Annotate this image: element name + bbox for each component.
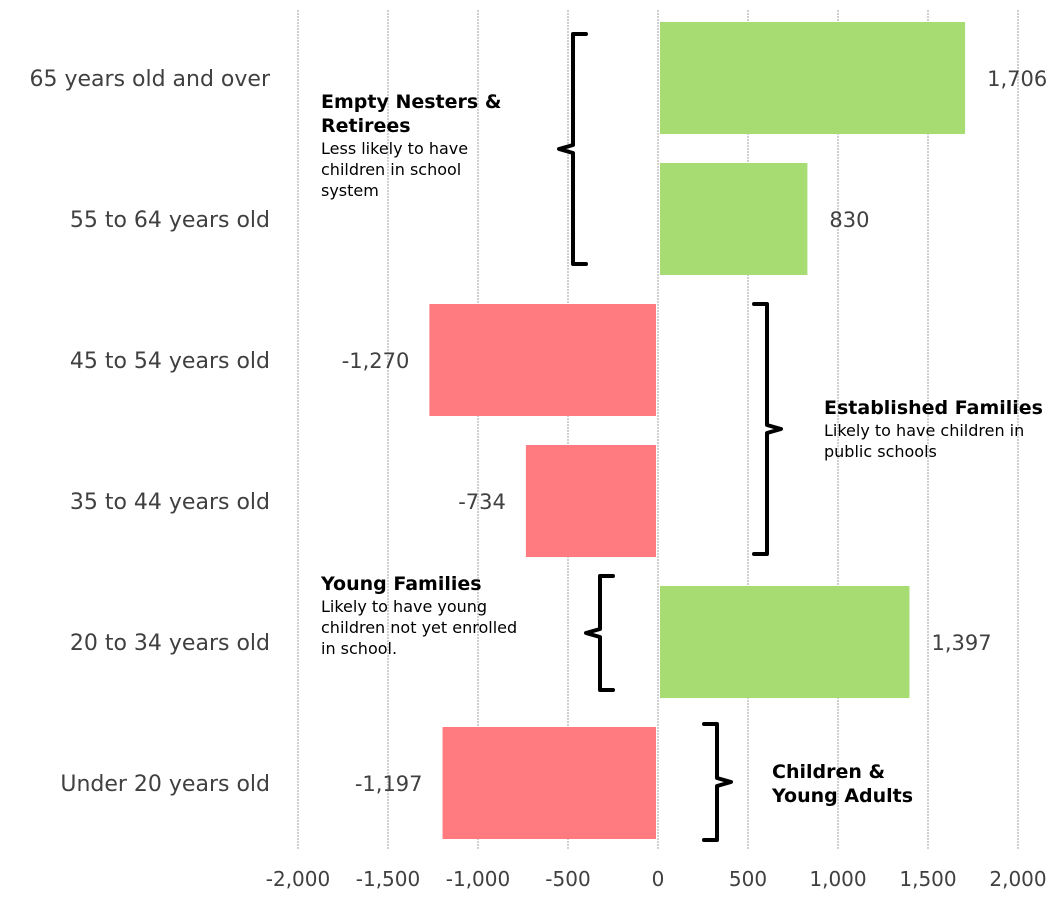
annotation-description: public schools xyxy=(824,442,937,461)
x-tick-label: -2,000 xyxy=(266,867,330,891)
bar xyxy=(660,163,808,275)
x-tick-label: 1,500 xyxy=(899,867,956,891)
annotation-title: Children & xyxy=(772,761,885,783)
category-label: 35 to 44 years old xyxy=(70,490,270,515)
annotation-description: children in school xyxy=(321,160,461,179)
annotation-title: Retirees xyxy=(321,115,411,137)
x-tick-label: -500 xyxy=(545,867,590,891)
x-tick-label: 1,000 xyxy=(809,867,866,891)
category-label: 55 to 64 years old xyxy=(70,208,270,233)
data-label: -734 xyxy=(458,490,506,514)
bars xyxy=(429,22,966,839)
bar xyxy=(660,586,910,698)
bar xyxy=(660,22,966,134)
category-label: 45 to 54 years old xyxy=(70,349,270,374)
x-tick-label: -1,500 xyxy=(356,867,420,891)
category-label: 20 to 34 years old xyxy=(70,631,270,656)
annotation-description: Likely to have young xyxy=(321,597,487,616)
labels: -2,000 -1,500 -1,000 -500 0 500 1,000 1,500 2,00… xyxy=(30,67,1048,891)
annotation-title: Empty Nesters & xyxy=(321,91,501,113)
data-label: -1,197 xyxy=(355,772,423,796)
annotation-title: Young Families xyxy=(320,573,482,595)
brace-bracket xyxy=(584,574,615,692)
bar xyxy=(442,727,656,839)
annotation-description: system xyxy=(321,181,379,200)
brace-bracket xyxy=(557,32,588,266)
x-tick-label: 0 xyxy=(652,867,665,891)
data-label: 830 xyxy=(829,208,869,232)
data-label: 1,397 xyxy=(931,631,991,655)
bar xyxy=(525,445,656,557)
annotation-title: Established Families xyxy=(824,397,1043,419)
brace-bracket xyxy=(752,302,783,556)
x-tick-label: 2,000 xyxy=(989,867,1046,891)
bar xyxy=(429,304,656,416)
annotation-description: children not yet enrolled xyxy=(321,618,517,637)
annotation-description: in school. xyxy=(321,639,397,658)
annotation-description: Likely to have children in xyxy=(824,421,1024,440)
annotation-title: Young Adults xyxy=(771,785,913,807)
category-label: 65 years old and over xyxy=(30,67,271,92)
brace-bracket xyxy=(702,722,733,842)
annotations: Empty Nesters &Retirees Less likely to ha… xyxy=(320,32,1043,842)
data-label: -1,270 xyxy=(342,349,410,373)
x-tick-label: 500 xyxy=(729,867,767,891)
data-label: 1,706 xyxy=(987,67,1047,91)
x-tick-label: -1,000 xyxy=(446,867,510,891)
annotation-description: Less likely to have xyxy=(321,139,468,158)
category-label: Under 20 years old xyxy=(60,772,270,797)
